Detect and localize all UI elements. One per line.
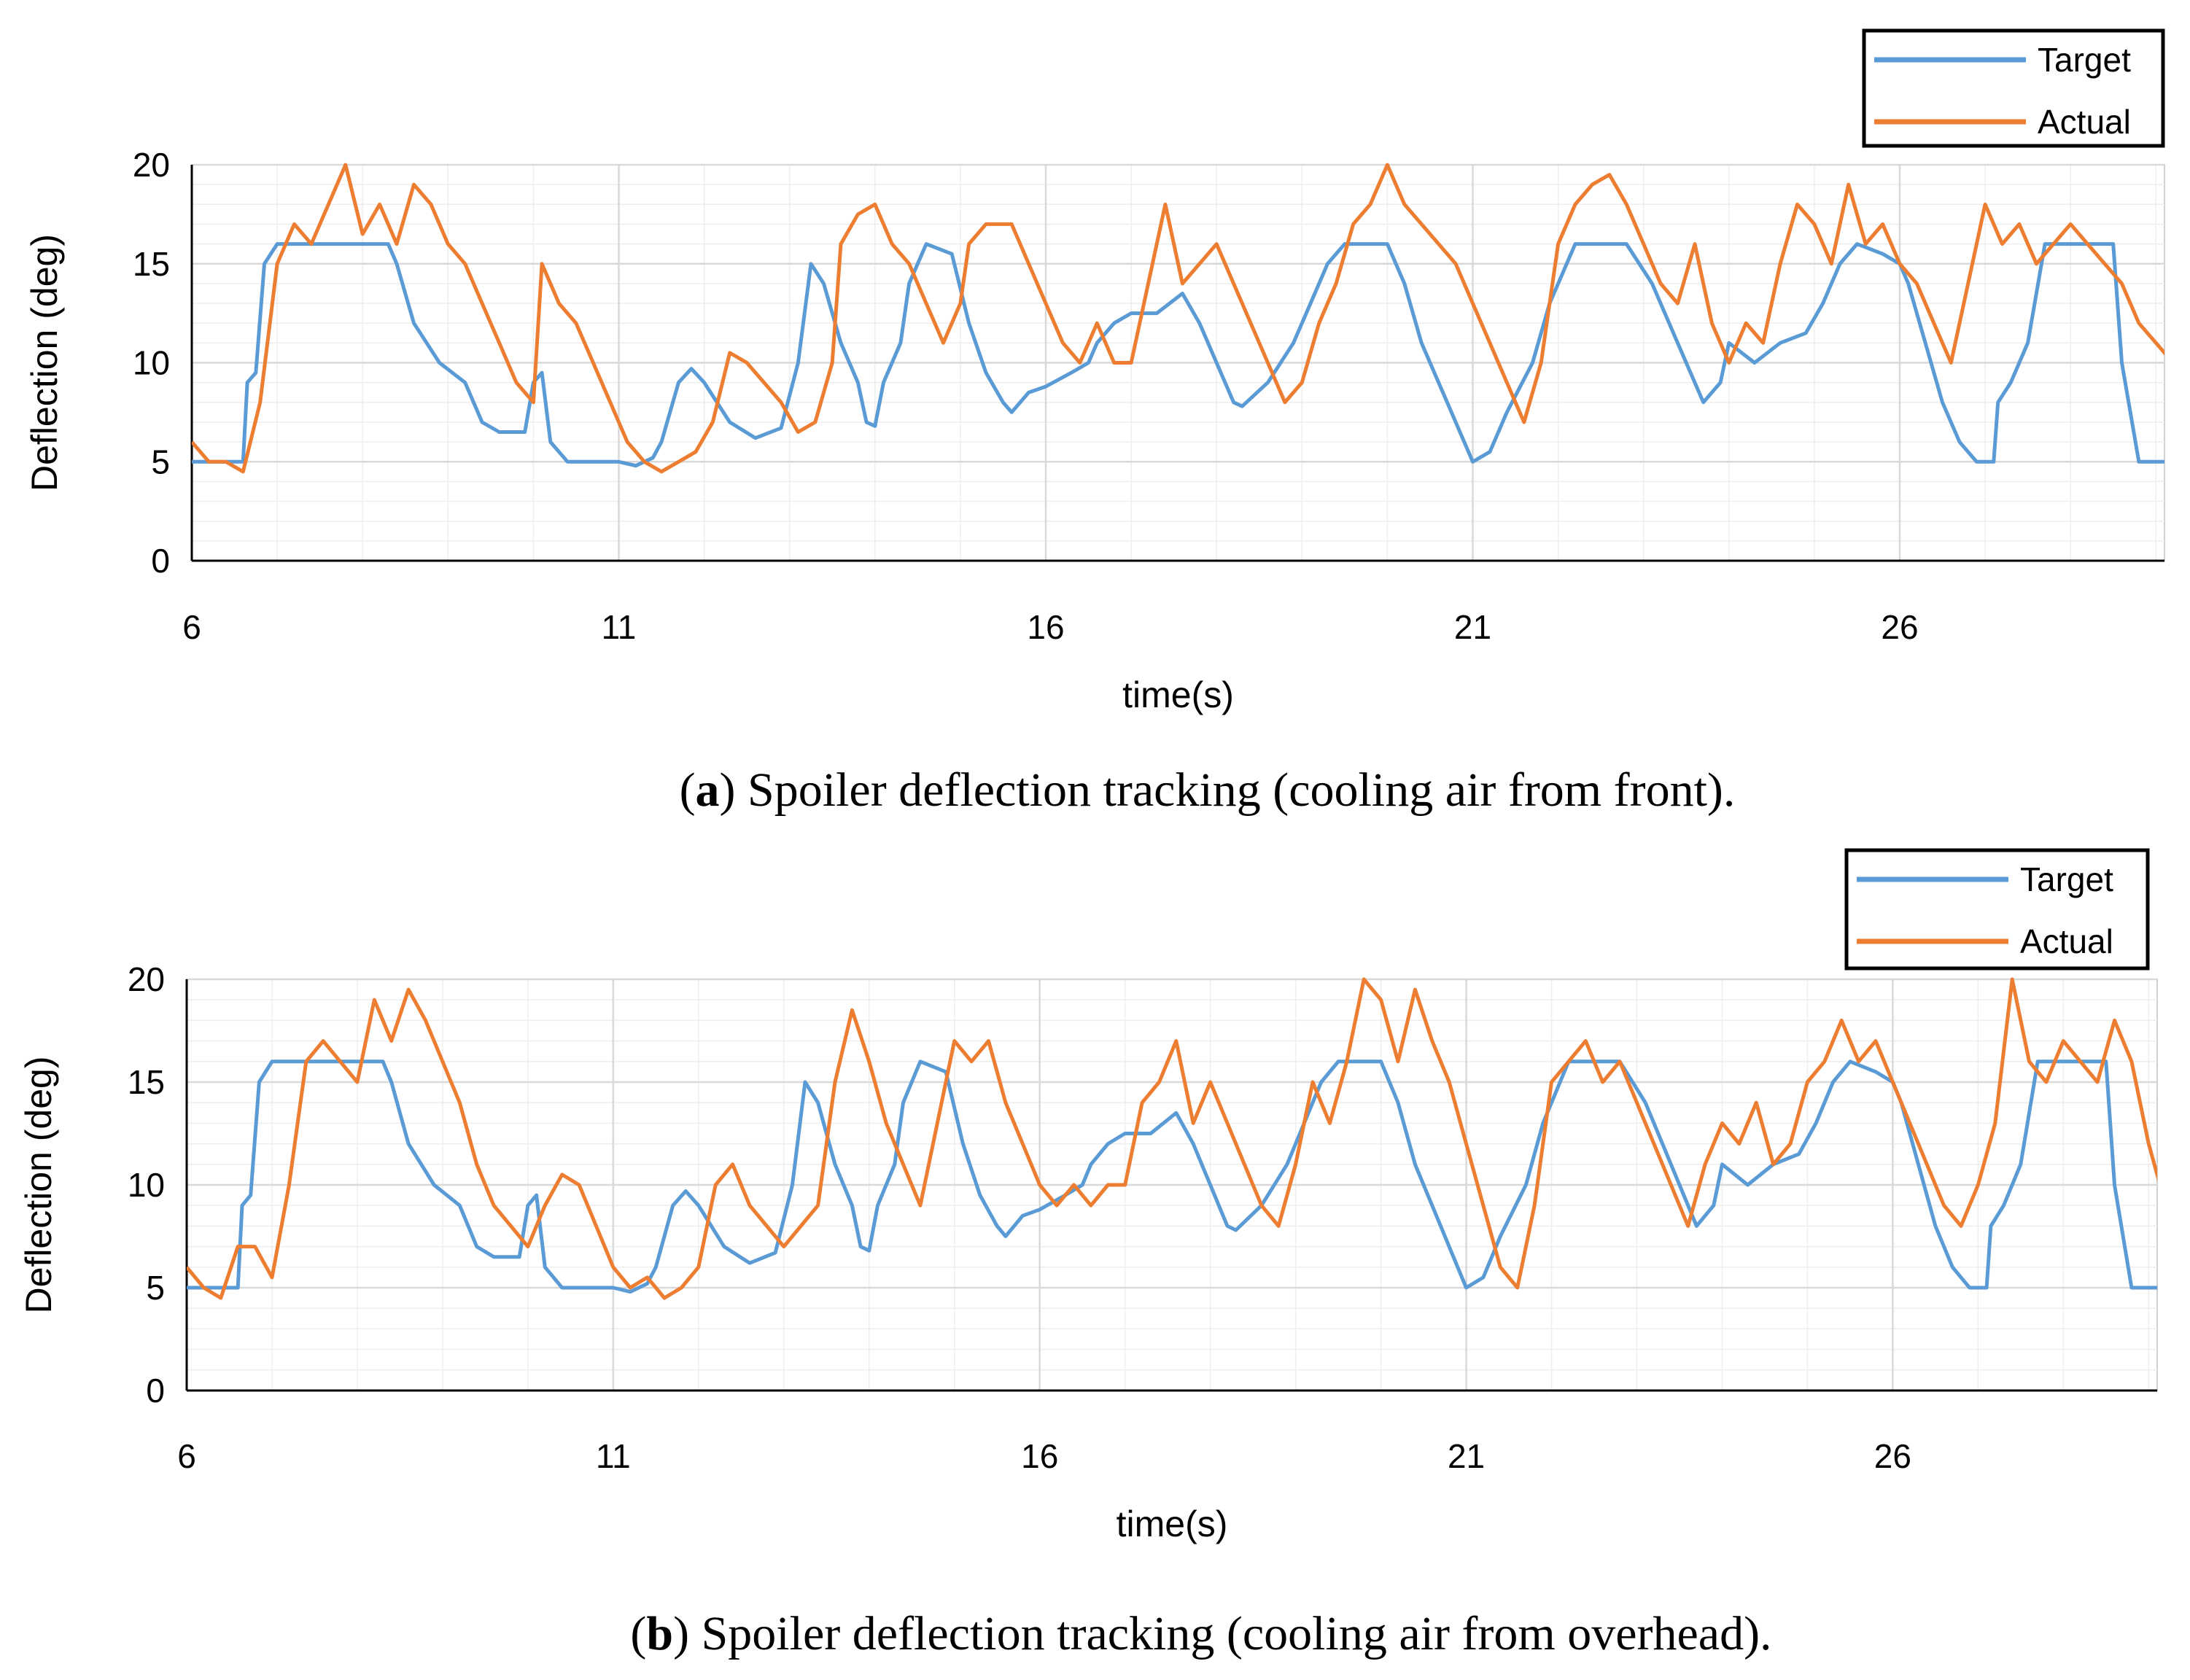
y-tick-label: 10 (128, 1166, 165, 1204)
series-line-actual (192, 163, 2164, 474)
caption-letter: b (646, 1607, 673, 1660)
legend-label-target: Target (2020, 860, 2113, 898)
caption: (b) Spoiler deflection tracking (cooling… (630, 1607, 1771, 1660)
x-tick-label: 6 (177, 1437, 196, 1475)
x-axis-title: time(s) (1122, 674, 1234, 715)
y-tick-label: 15 (128, 1063, 165, 1101)
caption-letter: a (696, 763, 720, 817)
x-tick-label: 26 (1881, 608, 1918, 646)
y-tick-label: 20 (133, 146, 170, 184)
y-axis-title: Deflection (deg) (18, 1057, 59, 1314)
legend: Target Actual (1844, 848, 2150, 971)
x-axis-title: time(s) (1117, 1504, 1228, 1544)
series-line-target (187, 1059, 2157, 1294)
y-tick-label: 0 (146, 1372, 165, 1409)
caption-text: ) Spoiler deflection tracking (cooling a… (720, 763, 1736, 817)
legend: Target Actual (1862, 28, 2165, 148)
chart-a: 0 5 10 15 20 6 11 16 21 26 time(s) Deflection (deg)… (24, 28, 2165, 817)
y-tick-label: 10 (133, 344, 170, 382)
y-axis-title: Deflection (deg) (24, 234, 65, 491)
legend-label-actual: Actual (2020, 922, 2113, 960)
legend-label-actual: Actual (2038, 103, 2131, 141)
x-tick-label: 21 (1454, 608, 1491, 646)
caption-open: ( (630, 1607, 646, 1660)
y-tick-label: 15 (133, 245, 170, 283)
caption-open: ( (680, 763, 696, 817)
series-line-target (192, 242, 2164, 468)
x-tick-label: 11 (596, 1437, 631, 1475)
y-tick-label: 20 (128, 960, 165, 998)
x-tick-label: 11 (602, 608, 637, 646)
caption: (a) Spoiler deflection tracking (cooling… (680, 763, 1736, 817)
y-tick-label: 5 (146, 1269, 165, 1307)
x-tick-label: 6 (182, 608, 201, 646)
legend-box (1862, 28, 2165, 148)
legend-label-target: Target (2038, 41, 2131, 79)
x-tick-label: 16 (1021, 1437, 1058, 1475)
series-line-actual (187, 977, 2157, 1300)
y-tick-label: 5 (151, 443, 170, 481)
chart-b: 0 5 10 15 20 6 11 16 21 26 time(s) Deflection (deg)… (18, 848, 2158, 1660)
x-tick-label: 21 (1448, 1437, 1485, 1475)
x-tick-label: 26 (1874, 1437, 1911, 1475)
caption-text: ) Spoiler deflection tracking (cooling a… (673, 1607, 1771, 1660)
x-tick-label: 16 (1027, 608, 1064, 646)
y-tick-label: 0 (151, 542, 170, 580)
legend-box (1844, 848, 2150, 971)
